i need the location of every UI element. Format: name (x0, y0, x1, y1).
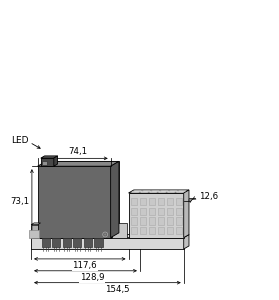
Polygon shape (42, 161, 47, 165)
Polygon shape (175, 227, 182, 234)
Text: 74,1: 74,1 (69, 147, 88, 156)
Polygon shape (167, 227, 173, 234)
Polygon shape (38, 161, 119, 166)
Polygon shape (140, 227, 146, 234)
Polygon shape (31, 235, 189, 238)
Polygon shape (112, 223, 127, 238)
Text: 154,5: 154,5 (105, 285, 130, 294)
Polygon shape (149, 217, 155, 225)
Polygon shape (175, 217, 182, 225)
Polygon shape (94, 238, 102, 248)
Polygon shape (140, 198, 146, 205)
Text: 117,6: 117,6 (73, 261, 97, 270)
Polygon shape (84, 238, 92, 248)
Polygon shape (167, 191, 177, 193)
Polygon shape (150, 191, 159, 193)
Polygon shape (167, 198, 173, 205)
Polygon shape (149, 208, 155, 215)
Polygon shape (41, 158, 54, 166)
Polygon shape (31, 223, 41, 225)
Polygon shape (140, 208, 146, 215)
Polygon shape (111, 161, 119, 238)
Polygon shape (52, 238, 60, 248)
Polygon shape (129, 193, 184, 238)
Polygon shape (158, 208, 164, 215)
Polygon shape (158, 191, 168, 193)
Text: LED: LED (11, 136, 28, 145)
Polygon shape (54, 156, 57, 166)
Polygon shape (149, 227, 155, 234)
Polygon shape (141, 191, 150, 193)
Polygon shape (63, 238, 71, 248)
Polygon shape (175, 198, 182, 205)
Polygon shape (158, 198, 164, 205)
Polygon shape (41, 156, 57, 158)
Polygon shape (140, 217, 146, 225)
Text: 12,6: 12,6 (199, 192, 218, 201)
Polygon shape (31, 238, 184, 249)
Polygon shape (149, 198, 155, 205)
Polygon shape (131, 208, 138, 215)
Polygon shape (167, 217, 173, 225)
Polygon shape (132, 191, 141, 193)
Polygon shape (131, 217, 138, 225)
Circle shape (104, 233, 106, 236)
Polygon shape (184, 190, 189, 238)
Polygon shape (176, 191, 186, 193)
Polygon shape (38, 166, 111, 238)
Polygon shape (167, 208, 173, 215)
Polygon shape (31, 225, 38, 238)
Polygon shape (42, 238, 50, 248)
Polygon shape (158, 217, 164, 225)
Polygon shape (29, 230, 39, 238)
Polygon shape (131, 198, 138, 205)
Text: 128,9: 128,9 (80, 273, 105, 282)
Polygon shape (46, 161, 119, 233)
Polygon shape (184, 235, 189, 249)
Polygon shape (73, 238, 81, 248)
Polygon shape (131, 227, 138, 234)
Polygon shape (129, 190, 189, 193)
Text: 73,1: 73,1 (10, 197, 30, 206)
Polygon shape (175, 208, 182, 215)
Polygon shape (158, 227, 164, 234)
